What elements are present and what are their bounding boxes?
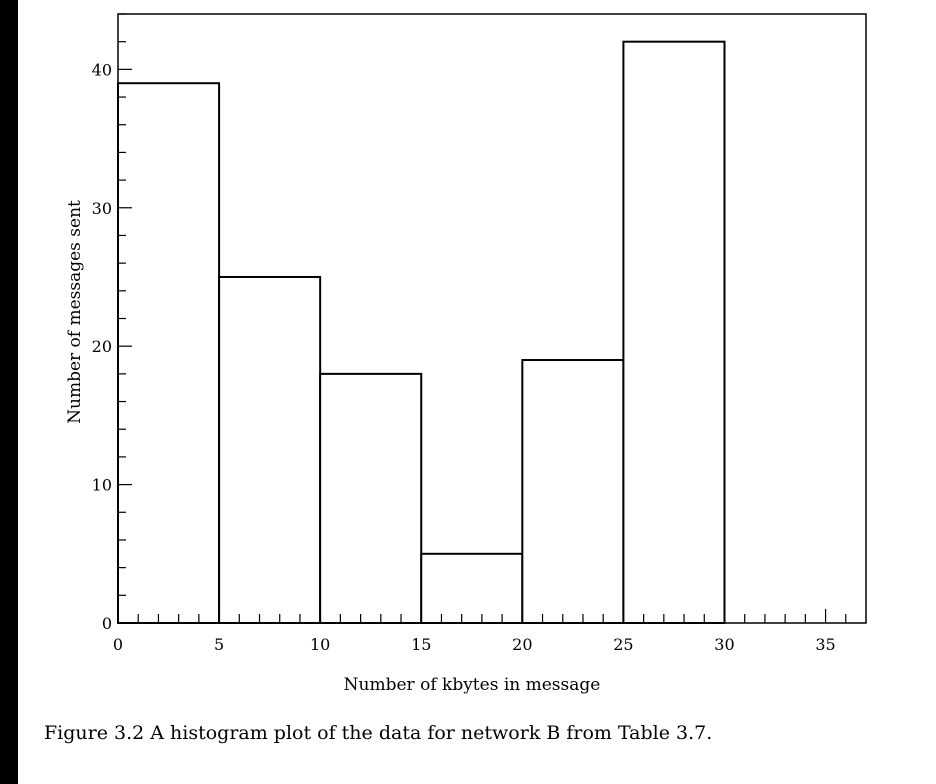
histogram-bar-3 [420, 552, 524, 625]
histogram-bar-4 [521, 359, 625, 624]
figure-caption: Figure 3.2 A histogram plot of the data … [44, 722, 713, 744]
histogram-chart: 0 5 10 15 20 25 30 35 0 10 20 30 40 Number of kbytes… [65, 13, 867, 695]
x-tick-label: 5 [214, 635, 224, 654]
y-tick-label: 30 [92, 199, 112, 218]
x-axis-label: Number of kbytes in message [344, 675, 601, 695]
x-tick-label: 20 [512, 635, 532, 654]
bars-layer [117, 40, 726, 625]
x-tick-label: 0 [113, 635, 123, 654]
x-tick-label: 15 [411, 635, 431, 654]
y-tick-label: 0 [102, 614, 112, 633]
x-tick-label: 30 [714, 635, 734, 654]
x-tick-label: 25 [613, 635, 633, 654]
x-tick-label: 10 [310, 635, 330, 654]
axes-layer: 0 5 10 15 20 25 30 35 0 10 20 30 40 [92, 13, 867, 654]
y-tick-label: 40 [92, 60, 112, 79]
histogram-bar-5 [622, 40, 726, 624]
y-tick-label: 10 [92, 476, 112, 495]
histogram-bar-2 [319, 372, 423, 625]
y-axis-label: Number of messages sent [65, 200, 85, 424]
page: 0 5 10 15 20 25 30 35 0 10 20 30 40 Number of kbytes… [18, 0, 936, 784]
histogram-bar-1 [218, 275, 322, 624]
histogram-bar-0 [117, 82, 221, 625]
y-tick-label: 20 [92, 337, 112, 356]
x-tick-label: 35 [815, 635, 835, 654]
